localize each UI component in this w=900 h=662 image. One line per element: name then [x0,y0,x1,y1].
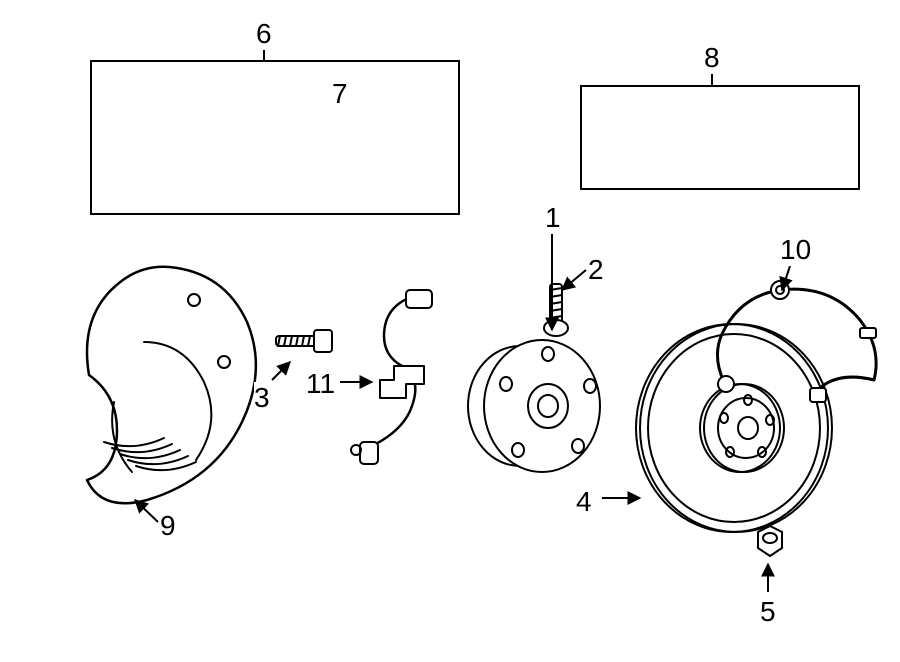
leader-2 [562,270,586,290]
brake-pads-box [580,85,860,190]
leader-3 [272,362,290,380]
diagram-stage: 12 3 4 5 6 7 8 9 10 11 [0,0,900,662]
callout-2: 2 [588,254,604,286]
callout-9: 9 [160,510,176,542]
caliper-assembly-box [90,60,460,215]
callout-11: 11 [306,368,335,400]
callout-3: 3 [254,382,270,414]
brake-rotor [636,324,832,532]
dust-shield [87,267,256,503]
hub-stud [544,284,568,336]
abs-sensor [351,290,432,464]
callout-4: 4 [576,486,592,518]
lug-nut [758,526,782,556]
wheel-hub [468,340,600,472]
leader-10 [782,266,790,290]
callout-8: 8 [704,42,720,74]
brake-hose [717,281,876,402]
callout-5: 5 [760,596,776,628]
leader-9 [135,500,158,522]
callout-6: 6 [256,18,272,50]
callout-7: 7 [332,78,348,110]
hub-bolt [276,330,332,352]
callout-10: 10 [780,234,811,266]
callout-1: 1 [545,202,561,234]
